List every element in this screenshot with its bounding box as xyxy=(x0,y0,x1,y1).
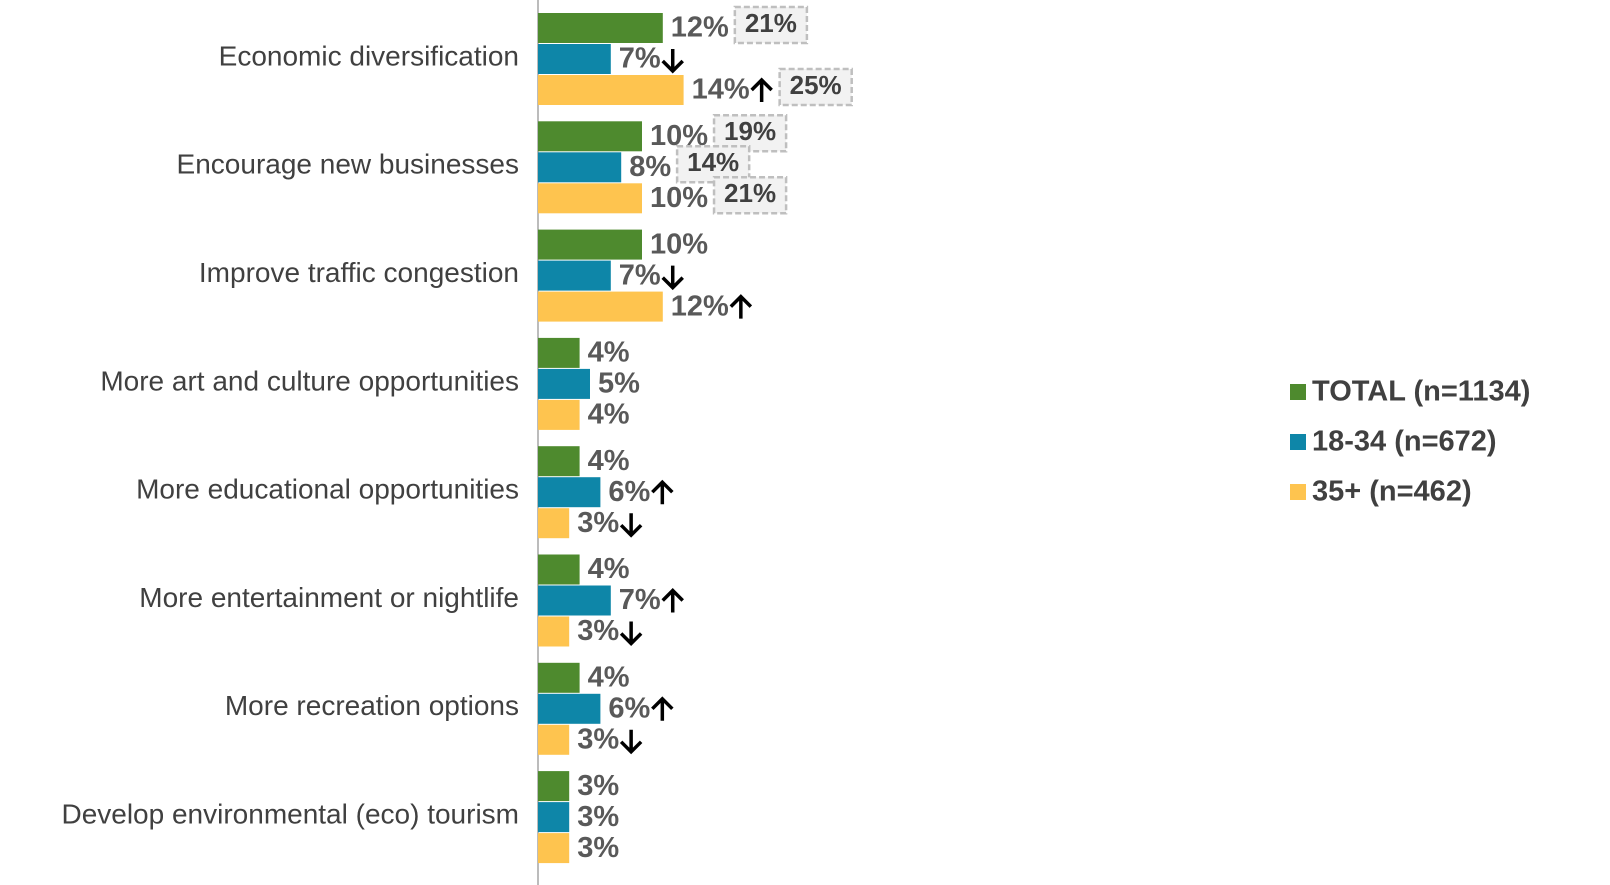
arrow-up xyxy=(661,588,684,613)
bar xyxy=(538,291,663,322)
value-label: 12% xyxy=(671,290,729,322)
bar xyxy=(538,724,570,755)
bar xyxy=(538,616,570,647)
value-label: 3% xyxy=(577,723,619,755)
bar xyxy=(538,662,580,693)
comparison-box xyxy=(733,5,809,45)
bar xyxy=(538,802,570,833)
bar xyxy=(538,508,570,539)
category-label: More art and culture opportunities xyxy=(100,365,519,396)
arrow-down xyxy=(619,621,643,646)
value-label: 4% xyxy=(588,399,630,431)
bar xyxy=(538,260,611,291)
value-label: 4% xyxy=(588,445,630,477)
value-label: 14% xyxy=(692,74,750,106)
value-label: 4% xyxy=(588,661,630,693)
bar xyxy=(538,585,611,616)
arrow-down xyxy=(619,729,643,755)
arrow-down xyxy=(619,513,643,538)
value-label: 7% xyxy=(619,259,661,291)
comparison-box xyxy=(778,67,853,107)
value-label: 8% xyxy=(629,151,671,183)
value-label: 7% xyxy=(619,43,661,75)
legend-swatch xyxy=(1290,384,1306,400)
category-label: Encourage new businesses xyxy=(177,149,519,180)
bar xyxy=(538,693,601,724)
value-label: 3% xyxy=(577,507,619,539)
bar xyxy=(538,337,580,368)
bar xyxy=(538,121,642,152)
legend-label: TOTAL (n=1134) xyxy=(1312,376,1530,408)
comparison-label: 25% xyxy=(790,70,842,100)
category-label: Develop environmental (eco) tourism xyxy=(61,798,519,829)
comparison-label: 21% xyxy=(724,178,776,208)
comparison-box xyxy=(712,176,788,215)
value-label: 10% xyxy=(650,182,708,214)
bar xyxy=(538,833,570,864)
arrow-down xyxy=(661,49,684,74)
value-label: 3% xyxy=(577,832,619,864)
bar xyxy=(538,399,580,430)
arrow-up xyxy=(750,77,773,102)
value-label: 6% xyxy=(608,692,650,724)
legend-swatch xyxy=(1290,484,1306,500)
arrow-up xyxy=(651,696,674,721)
category-label: More educational opportunities xyxy=(136,474,519,505)
bar xyxy=(538,152,622,183)
category-label: More entertainment or nightlife xyxy=(139,582,519,613)
bar xyxy=(538,477,601,508)
value-label: 10% xyxy=(650,228,708,260)
value-label: 5% xyxy=(598,368,640,400)
value-label: 3% xyxy=(577,770,619,802)
value-label: 3% xyxy=(577,801,619,833)
bar xyxy=(538,13,663,43)
category-label: More recreation options xyxy=(225,690,519,721)
arrow-up xyxy=(651,479,674,505)
value-label: 4% xyxy=(588,553,630,585)
bar xyxy=(538,183,642,214)
bar xyxy=(538,75,684,105)
value-label: 4% xyxy=(588,337,630,369)
arrow-down xyxy=(661,265,684,291)
value-label: 12% xyxy=(671,12,729,44)
legend-label: 18-34 (n=672) xyxy=(1312,426,1497,458)
bar xyxy=(538,446,580,477)
bar xyxy=(538,368,590,399)
category-label: Economic diversification xyxy=(219,40,519,71)
arrow-up xyxy=(729,294,753,319)
bar xyxy=(538,554,580,585)
bar xyxy=(538,771,570,802)
value-label: 7% xyxy=(619,584,661,616)
legend-swatch xyxy=(1290,434,1306,450)
bar xyxy=(538,229,642,260)
value-label: 3% xyxy=(577,615,619,647)
bar xyxy=(538,44,611,74)
value-label: 6% xyxy=(608,476,650,508)
comparison-label: 14% xyxy=(687,147,739,177)
comparison-label: 21% xyxy=(745,8,797,38)
category-label: Improve traffic congestion xyxy=(199,257,519,288)
comparison-label: 19% xyxy=(724,116,776,146)
legend-label: 35+ (n=462) xyxy=(1312,476,1472,508)
